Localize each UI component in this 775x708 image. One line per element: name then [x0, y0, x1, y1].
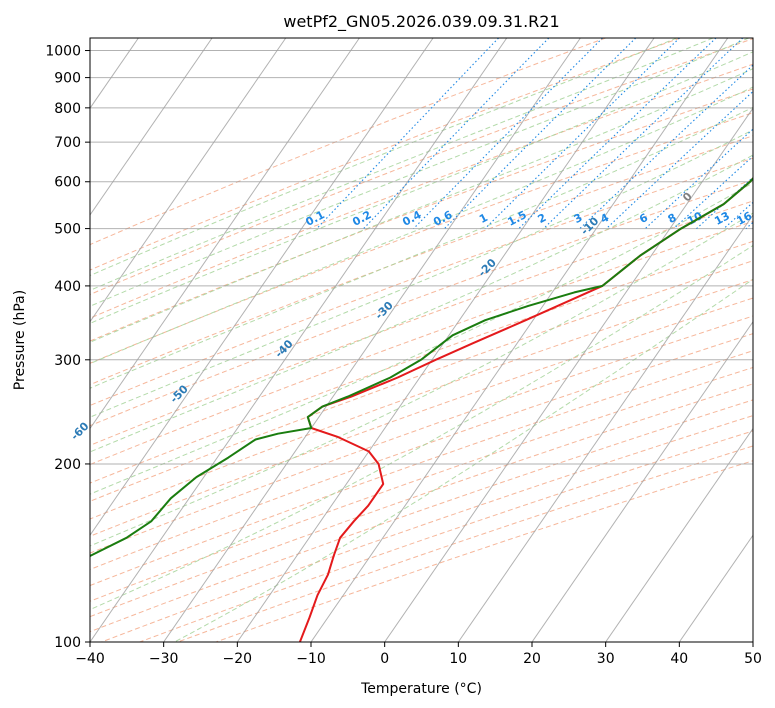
mixing-ratio-line	[696, 176, 753, 230]
x-tick-label: 20	[523, 651, 541, 667]
y-tick-label: 500	[54, 222, 81, 238]
dry-adiabat	[215, 460, 753, 642]
mixing-ratio-line	[316, 38, 499, 229]
plot-frame	[89, 37, 754, 643]
moist-adiabat	[90, 38, 714, 291]
y-tick-label: 900	[54, 71, 81, 87]
y-tick-label: 600	[54, 175, 81, 191]
moist-adiabat	[90, 86, 753, 365]
mixing-ratio-label: 13	[712, 209, 732, 228]
isotherm-line	[90, 38, 434, 537]
moist-adiabat	[90, 129, 753, 418]
x-tick-label: 10	[449, 651, 467, 667]
dry-adiabat	[90, 366, 753, 602]
x-tick-label: −30	[149, 651, 179, 667]
dry-adiabat	[90, 38, 606, 246]
y-tick-label: 200	[54, 457, 81, 473]
x-tick-label: −40	[75, 651, 105, 667]
isotherm-line	[384, 107, 753, 642]
mixing-ratio-line	[518, 38, 717, 229]
isotherm-line	[457, 214, 753, 642]
mixing-ratio-line	[413, 38, 603, 229]
dry-adiabat	[139, 430, 753, 642]
x-tick-label: 30	[597, 651, 615, 667]
isotherm-line	[605, 427, 753, 642]
axes: −40 −30 −20 −10 0 10 20 30 40 50 100 200 300 400 500 60…	[45, 44, 762, 668]
chart-title: wetPf2_GN05.2026.039.09.31.R21	[283, 12, 559, 32]
x-axis-label: Temperature (°C)	[360, 681, 482, 697]
isotherm-line	[163, 38, 581, 642]
y-axis-label: Pressure (hPa)	[12, 290, 28, 390]
mixing-ratio-line	[606, 90, 753, 229]
dry-adiabat	[101, 415, 753, 642]
isotherm-line	[90, 38, 287, 323]
moist-adiabat	[90, 154, 753, 453]
isotherm-line	[531, 320, 753, 642]
dry-adiabat	[90, 179, 753, 427]
moist-adiabat	[90, 51, 753, 324]
mixing-ratio-line	[363, 38, 550, 229]
mixing-ratio-label: 16	[735, 209, 755, 228]
x-tick-label: 40	[670, 651, 688, 667]
x-tick-label: 0	[380, 651, 389, 667]
moist-adiabat	[90, 68, 753, 343]
dry-adiabat	[90, 297, 753, 537]
y-tick-label: 700	[54, 135, 81, 151]
dry-adiabat	[90, 350, 753, 587]
dry-adiabat	[90, 279, 753, 520]
moist-adiabat	[90, 106, 753, 389]
y-tick-label: 300	[54, 353, 81, 369]
temperature-profile	[298, 176, 753, 642]
isotherm-line	[678, 534, 753, 642]
moist-adiabat	[90, 212, 753, 547]
y-tick-label: 100	[54, 635, 81, 651]
dry-adiabat	[90, 88, 753, 342]
x-tick-label: 50	[744, 651, 762, 667]
x-tick-label: −10	[296, 651, 326, 667]
isotherm-line	[90, 38, 360, 430]
isotherm-line	[310, 38, 729, 642]
y-tick-label: 1000	[45, 44, 81, 60]
moist-adiabat	[90, 38, 678, 277]
moist-adiabat	[174, 278, 753, 642]
isotherm-line	[90, 38, 508, 642]
background-lines	[90, 38, 753, 642]
y-tick-label: 800	[54, 101, 81, 117]
mixing-ratio-line	[444, 38, 637, 229]
dry-adiabat	[90, 333, 753, 571]
dry-adiabat	[177, 445, 753, 642]
sounding-profiles	[90, 176, 753, 642]
isotherm-line	[90, 38, 213, 216]
dewpoint-profile	[90, 176, 753, 558]
y-tick-label: 400	[54, 279, 81, 295]
x-tick-label: −20	[223, 651, 253, 667]
mixing-ratio-line	[543, 38, 744, 229]
dry-adiabat	[90, 135, 753, 386]
dry-adiabat	[90, 220, 753, 466]
